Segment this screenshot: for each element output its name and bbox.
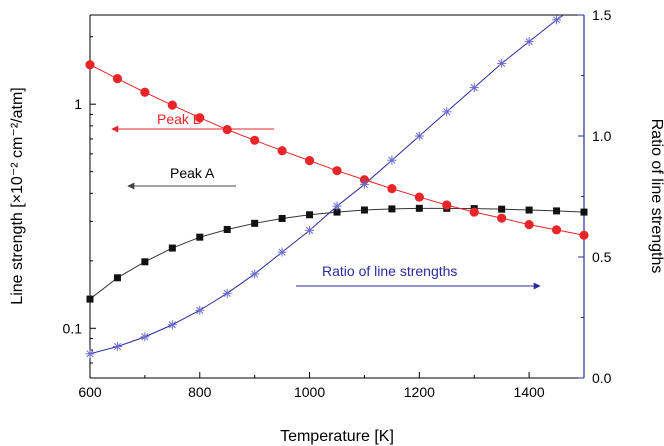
peak-a-point — [498, 205, 506, 213]
y-right-tick-label: 0.0 — [592, 370, 612, 386]
peak-b-point — [414, 192, 424, 202]
peak-b-point — [497, 213, 507, 223]
annotation-peak-a: Peak A — [170, 165, 215, 181]
ratio-point — [195, 305, 205, 315]
peak-b-point — [579, 230, 589, 240]
peak-a-point — [223, 225, 231, 233]
series-line-asterisk — [89, 14, 564, 355]
peak-a-point — [196, 233, 204, 241]
peak-b-point — [277, 146, 287, 156]
peak-a-point — [86, 295, 94, 303]
peak-a-point — [168, 244, 176, 252]
ratio-point — [222, 288, 232, 298]
ratio-point — [112, 342, 122, 352]
y-left-tick-label: 0.1 — [63, 320, 83, 336]
y-left-tick-label: 1 — [74, 96, 82, 112]
peak-a-point — [306, 211, 314, 219]
y-axis-left-label: Line strength [×10⁻² cm⁻²/atm] — [9, 87, 26, 304]
ratio-point — [524, 37, 534, 47]
ratio-point — [140, 332, 150, 342]
x-tick-label: 1000 — [294, 384, 325, 400]
peak-b-point — [304, 156, 315, 166]
peak-b-point — [387, 184, 397, 194]
peak-a-point — [553, 207, 561, 215]
ratio-point — [552, 15, 562, 25]
ratio-point — [277, 247, 287, 257]
peak-b-point — [250, 135, 260, 145]
tick-labels: 600 800 1000 1200 1400 0.1 1 0.0 0.5 1.0 1.5 — [63, 7, 612, 400]
peak-a-point — [141, 258, 149, 266]
peak-b-point — [551, 225, 562, 235]
ratio-point — [85, 349, 95, 359]
peak-a-point — [388, 205, 396, 213]
peak-a-point — [525, 206, 533, 214]
peak-b-point — [140, 87, 150, 97]
annotation-ratio: Ratio of line strengths — [322, 263, 457, 279]
peak-b-point — [442, 200, 452, 210]
peak-a-point — [415, 204, 423, 212]
peak-a-point — [278, 214, 286, 222]
ratio-point — [305, 225, 315, 235]
annotation-peak-b: Peak B — [157, 111, 202, 127]
x-tick-label: 600 — [78, 384, 102, 400]
x-tick-label: 800 — [188, 384, 212, 400]
peak-b-point — [167, 100, 177, 110]
x-tick-label: 1200 — [404, 384, 435, 400]
ratio-point — [469, 83, 479, 93]
y-right-tick-label: 1.0 — [592, 128, 612, 144]
ratio-point — [442, 107, 452, 117]
peak-b-point — [222, 125, 232, 135]
ratio-point — [359, 179, 369, 189]
y-right-tick-label: 0.5 — [592, 249, 612, 265]
ratio-point — [497, 58, 507, 68]
peak-a-point — [360, 206, 368, 214]
x-tick-label: 1400 — [514, 384, 545, 400]
peak-a-point — [251, 219, 259, 227]
series-markers — [85, 15, 589, 359]
peak-b-point — [85, 60, 95, 70]
peak-b-point — [332, 166, 342, 176]
ratio-point — [167, 320, 177, 330]
ratio-point — [332, 201, 342, 211]
peak-b-point — [469, 207, 479, 217]
peak-a-point — [113, 274, 121, 282]
series-line-square — [89, 207, 585, 300]
y-right-tick-label: 1.5 — [592, 7, 612, 23]
peak-a-point — [580, 208, 588, 216]
ratio-point — [414, 131, 424, 141]
peak-b-point — [195, 113, 205, 123]
ratio-point — [387, 155, 397, 165]
series-lines — [89, 14, 585, 355]
ratio-point — [250, 269, 260, 279]
y-axis-right-label: Ratio of line strengths — [648, 119, 664, 274]
peak-b-point — [524, 220, 534, 230]
peak-a-point — [333, 208, 341, 216]
peak-b-point — [112, 74, 123, 84]
x-axis-label: Temperature [K] — [280, 428, 394, 445]
axis-ticks — [89, 14, 584, 379]
